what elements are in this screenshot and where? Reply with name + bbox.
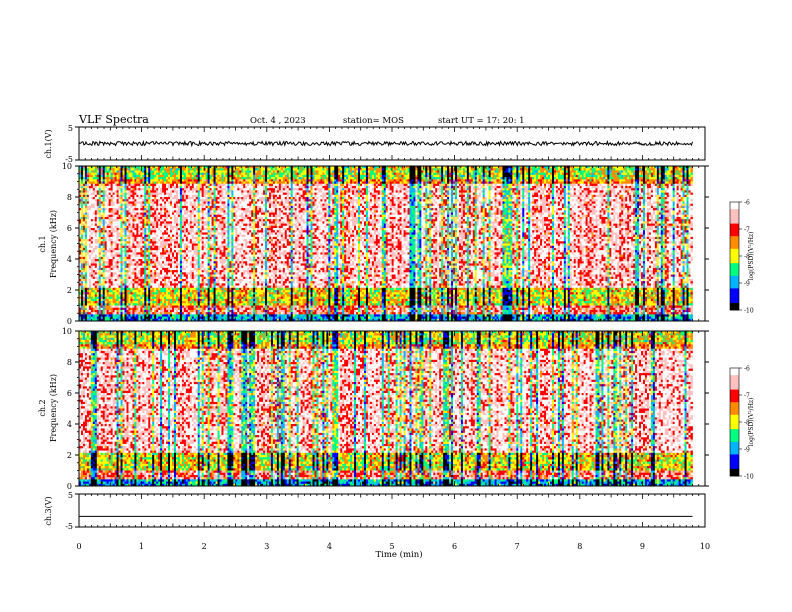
ch1-spec-ylabel: ch.1 bbox=[38, 235, 47, 252]
ch1-ytick-top: 5 bbox=[68, 124, 73, 133]
ch1-spec-ylabel2: Frequency (kHz) bbox=[49, 210, 58, 278]
vlf-figure: VLF Spectra Oct. 4 , 2023 station= MOS s… bbox=[0, 0, 792, 612]
station-label: station= MOS bbox=[343, 116, 404, 126]
ch1-waveform-panel: ch.1(V) 5 -5 bbox=[44, 124, 705, 164]
ch1-spectrogram-cells bbox=[79, 166, 693, 321]
ch1-waveform-ylabel: ch.1(V) bbox=[44, 129, 53, 158]
figure-title: VLF Spectra bbox=[78, 113, 149, 126]
ch1-waveform-trace bbox=[79, 142, 693, 146]
date-label: Oct. 4 , 2023 bbox=[250, 116, 306, 126]
ch1-spectrogram-panel: ch.1 Frequency (kHz) log(PSD)(V²/Hz) 024… bbox=[38, 162, 755, 326]
start-ut-label: start UT = 17: 20: 1 bbox=[438, 116, 525, 126]
